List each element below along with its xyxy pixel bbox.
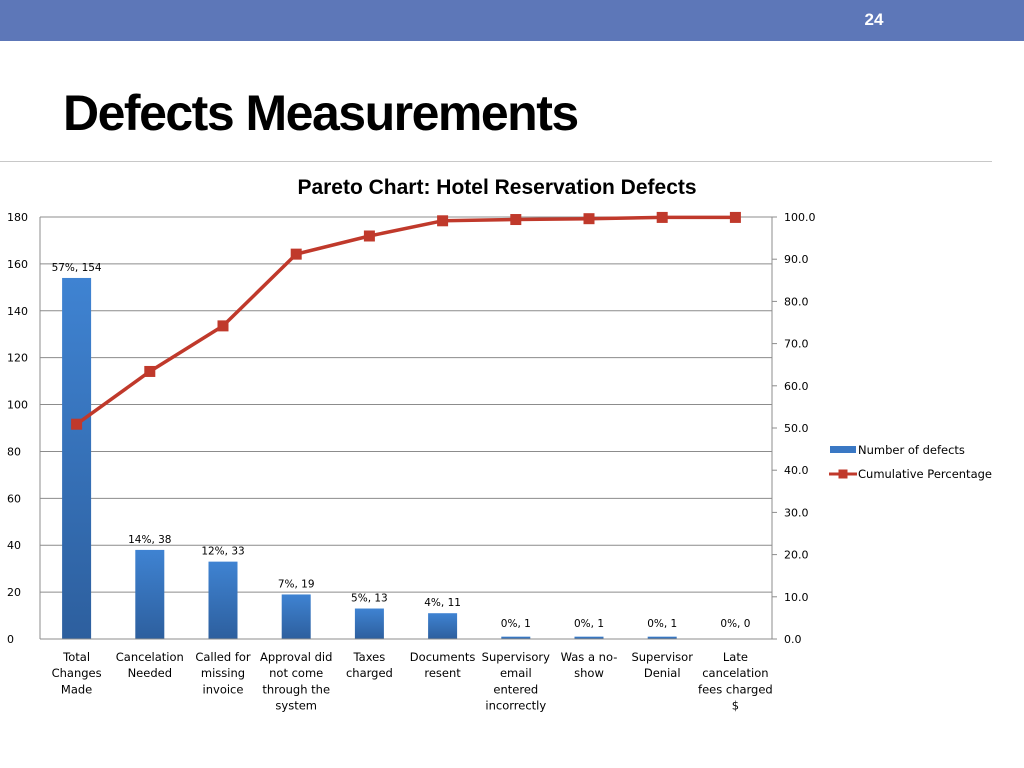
line-marker (290, 248, 302, 260)
legend-label-bars: Number of defects (858, 443, 965, 457)
left-axis-tick-label: 100 (7, 399, 28, 412)
left-axis-tick-label: 140 (7, 305, 28, 318)
left-axis-tick-label: 180 (7, 211, 28, 224)
data-label: 57%, 154 (52, 262, 102, 274)
header-bar (0, 0, 1024, 41)
axes: 0 20 40 60 80 100 120 140 160 180 0.0 10.0 20.0 30.0 4… (7, 211, 816, 713)
data-label: 0%, 1 (647, 618, 677, 630)
line-marker (656, 211, 668, 223)
data-label: 4%, 11 (424, 597, 461, 609)
legend-line-marker (838, 469, 848, 479)
right-axis-tick-label: 50.0 (784, 422, 809, 435)
left-axis-tick-label: 160 (7, 258, 28, 271)
cumulative-line (71, 211, 741, 430)
line-marker (71, 418, 83, 430)
category-label: Documents resent (410, 650, 476, 680)
right-axis-tick-label: 80.0 (784, 295, 809, 308)
left-axis-tick-label: 60 (7, 492, 21, 505)
slide-number: 24 (864, 10, 884, 29)
right-axis-tick-label: 60.0 (784, 380, 809, 393)
category-label: Cancelation Needed (116, 650, 184, 680)
category-label: Total Changes Made (52, 650, 102, 696)
data-labels: 57%, 154 14%, 38 12%, 33 7%, 19 5%, 13 4%, 11… (52, 262, 751, 630)
category-label: Taxes charged (346, 650, 393, 680)
category-label: Supervisory email entered incorrectly (482, 650, 550, 713)
right-axis-tick-label: 10.0 (784, 591, 809, 604)
right-axis-tick-label: 20.0 (784, 549, 809, 562)
data-label: 7%, 19 (278, 578, 315, 590)
bar (501, 636, 531, 639)
data-label: 0%, 1 (501, 618, 531, 630)
category-label: Approval did not come through the system (260, 650, 332, 713)
gridlines (40, 216, 772, 640)
data-label: 0%, 0 (720, 618, 750, 630)
bar (647, 636, 677, 639)
slide-title: Defects Measurements (63, 85, 579, 141)
legend-bar-swatch (830, 446, 856, 453)
data-label: 5%, 13 (351, 593, 388, 605)
bar (135, 549, 165, 639)
bar (428, 613, 458, 639)
data-label: 14%, 38 (128, 534, 171, 546)
chart-title: Pareto Chart: Hotel Reservation Defects (297, 176, 696, 199)
left-axis-tick-label: 120 (7, 352, 28, 365)
left-axis-tick-label: 20 (7, 586, 21, 599)
data-label: 12%, 33 (201, 546, 244, 558)
left-axis-tick-label: 80 (7, 445, 21, 458)
category-label: Was a no-show (561, 650, 618, 680)
category-label: Late cancelation fees charged $ (698, 650, 773, 713)
bar (208, 561, 238, 639)
title-divider (0, 161, 992, 162)
line-marker (363, 230, 375, 242)
line-marker (510, 214, 522, 226)
data-label: 0%, 1 (574, 618, 604, 630)
bar (281, 594, 311, 639)
line-marker (217, 320, 229, 332)
line-marker (437, 215, 449, 227)
bar (354, 608, 384, 639)
line-marker (144, 365, 156, 377)
legend-label-line: Cumulative Percentage (858, 467, 992, 481)
category-label: Called for missing invoice (195, 650, 251, 696)
bar (574, 636, 604, 639)
right-axis-tick-label: 100.0 (784, 211, 816, 224)
right-axis-tick-label: 90.0 (784, 253, 809, 266)
cumulative-series-line (75, 215, 736, 426)
bar (62, 277, 92, 639)
line-marker (729, 211, 741, 223)
category-label: Supervisor Denial (631, 650, 693, 680)
right-axis-tick-label: 30.0 (784, 506, 809, 519)
legend: Number of defects Cumulative Percentage (829, 443, 992, 481)
left-axis-tick-label: 40 (7, 539, 21, 552)
right-axis-tick-label: 40.0 (784, 464, 809, 477)
right-axis-tick-label: 0.0 (784, 633, 802, 646)
bars (62, 277, 677, 639)
left-axis-tick-label: 0 (7, 633, 14, 646)
right-axis-tick-label: 70.0 (784, 338, 809, 351)
line-marker (583, 213, 595, 225)
